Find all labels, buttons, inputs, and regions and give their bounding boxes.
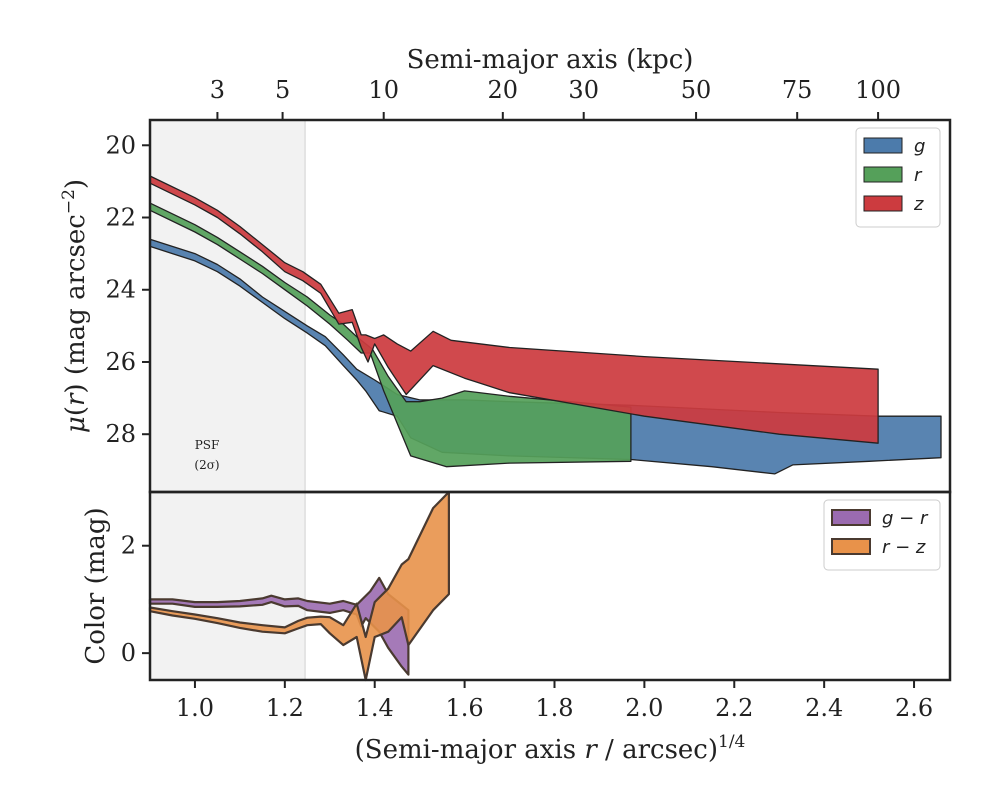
- legend-label: r: [914, 165, 923, 186]
- legend-label: z: [913, 194, 924, 215]
- psf-label: PSF: [195, 438, 220, 452]
- legend-bands: grz: [855, 127, 941, 228]
- psf-region-bottom: [150, 492, 306, 680]
- color-bands: [148, 490, 450, 682]
- psf-region-top: [150, 120, 306, 492]
- legend-label: r − z: [882, 537, 926, 558]
- y-tick-label: 24: [105, 276, 136, 304]
- legend-swatch: [863, 166, 903, 183]
- y-tick-label: 26: [105, 348, 136, 376]
- x-tick-label: 2.0: [625, 694, 663, 722]
- bottom-panel-frame: [148, 490, 952, 682]
- x-tick-label: 1.0: [176, 694, 214, 722]
- top-x-tick-label: 100: [855, 76, 901, 104]
- top-x-tick-label: 10: [368, 76, 399, 104]
- bottom-x-axis-title: (Semi-major axis r / arcsec)1/4: [355, 732, 746, 765]
- y-tick-label: 22: [105, 204, 136, 232]
- x-tick-label: 1.6: [446, 694, 484, 722]
- x-tick-label: 2.2: [715, 694, 753, 722]
- x-tick-label: 2.6: [895, 694, 933, 722]
- legend-label: g: [914, 136, 925, 157]
- x-tick-label: 1.2: [266, 694, 304, 722]
- x-tick-label: 1.8: [535, 694, 573, 722]
- legend-colors: g − r r − z: [823, 499, 941, 571]
- x-tick-label: 1.4: [356, 694, 394, 722]
- legend-swatch: [863, 137, 903, 154]
- color-band-0: [148, 576, 410, 676]
- top-x-tick-label: 50: [681, 76, 712, 104]
- top-x-tick-label: 5: [275, 76, 290, 104]
- psf-sigma-label: (2σ): [194, 458, 219, 472]
- top-y-axis-title: μ(r) (mag arcsec−2): [59, 179, 91, 433]
- top-x-tick-label: 20: [488, 76, 519, 104]
- color-band-1: [148, 490, 450, 682]
- legend-swatch: [863, 195, 903, 212]
- legend-swatch: [831, 538, 871, 555]
- top-x-tick-label: 75: [782, 76, 813, 104]
- surface-brightness-bands: [149, 175, 942, 475]
- band-r: [149, 202, 632, 468]
- y-tick-label: 20: [105, 131, 136, 159]
- top-x-tick-label: 3: [210, 76, 225, 104]
- top-x-axis-title: Semi-major axis (kpc): [407, 45, 694, 75]
- x-tick-label: 2.4: [805, 694, 843, 722]
- color-y-tick-label: 2: [121, 532, 136, 560]
- bottom-y-axis-title: Color (mag): [81, 507, 111, 664]
- color-y-tick-label: 0: [121, 639, 136, 667]
- band-z: [149, 175, 879, 444]
- axis-ticks: 20 22 24 26 28 3 5 10 20 30 50 75 100 0 2 1.0 1.2 1.4 1.6 1…: [105, 76, 933, 722]
- top-x-tick-label: 30: [568, 76, 599, 104]
- legend-label: g − r: [882, 508, 929, 529]
- legend-swatch: [831, 509, 871, 526]
- y-tick-label: 28: [105, 420, 136, 448]
